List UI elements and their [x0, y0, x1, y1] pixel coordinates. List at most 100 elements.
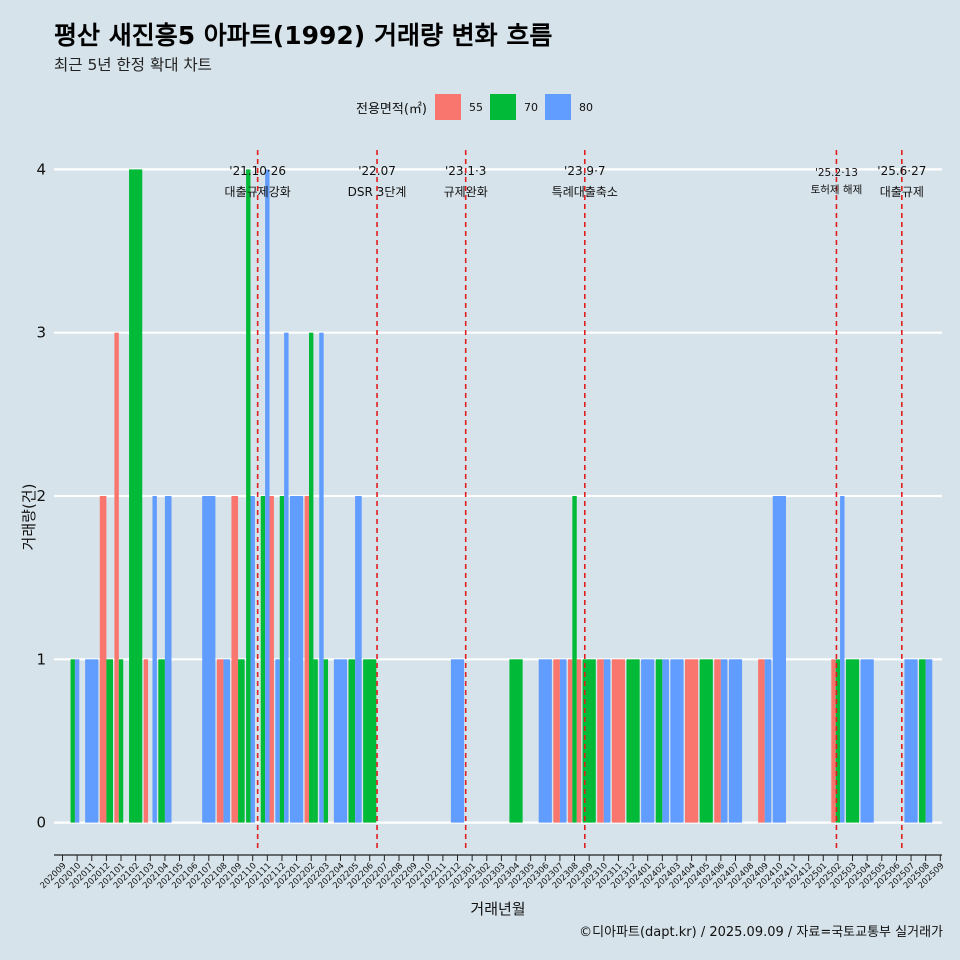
bar-202410-80	[772, 496, 786, 823]
bar-202010-70	[70, 659, 75, 823]
bar-202309-70	[582, 659, 596, 823]
bar-202312-70	[626, 659, 640, 823]
event-label-1: DSR 3단계	[348, 185, 407, 199]
bar-202112-80	[275, 659, 280, 823]
event-date-3: '23.9·7	[564, 164, 605, 178]
bar-202504-80	[860, 659, 874, 823]
bar-202111-70	[260, 496, 266, 823]
legend-swatch-70	[489, 94, 516, 120]
bar-202204-80	[333, 659, 348, 823]
legend: 전용면적(㎡) 55 70 80	[356, 92, 600, 122]
bar-202308-70	[572, 496, 577, 823]
event-date-4: '25.2·13	[815, 167, 858, 179]
bar-202502-70	[835, 659, 841, 823]
bar-202202-70	[309, 332, 314, 823]
bar-202111-80	[265, 169, 270, 823]
bar-202402-70	[655, 659, 663, 823]
event-date-5: '25.6·27	[877, 164, 926, 178]
bar-202108-55	[216, 659, 224, 823]
bar-202104-80	[164, 496, 172, 823]
bar-202110-70	[246, 169, 251, 823]
bar-202109-55	[231, 496, 239, 823]
bar-202206-70	[363, 659, 377, 823]
bar-202109-70	[238, 659, 245, 823]
bar-202508-80	[925, 659, 933, 823]
bar-202111-55	[269, 496, 274, 823]
bar-202103-80	[152, 496, 157, 823]
legend-item-70: 70	[489, 94, 538, 120]
bar-202205-70	[348, 659, 356, 823]
legend-item-55: 55	[434, 94, 483, 120]
bar-202107-80	[202, 496, 216, 823]
chart-title: 평산 새진흥5 아파트(1992) 거래량 변화 흐름	[54, 21, 553, 50]
legend-label-80: 80	[578, 100, 593, 114]
bar-202308-55	[567, 659, 573, 823]
bar-202010-80	[74, 659, 80, 823]
bar-202310-55	[597, 659, 604, 823]
legend-swatch-80	[544, 94, 571, 120]
legend-label-70: 70	[523, 100, 538, 114]
bar-202401-80	[641, 659, 655, 823]
bar-202403-80	[670, 659, 684, 823]
bar-202405-70	[699, 659, 713, 823]
x-axis-label: 거래년월	[470, 900, 525, 918]
y-tick-label-4: 4	[36, 160, 46, 178]
bar-202311-55	[611, 659, 626, 823]
y-tick-label-3: 3	[36, 324, 46, 342]
event-label-4: 토허제 해제	[811, 183, 863, 196]
axes: 0123420200920201020201120201220210120210…	[36, 160, 946, 891]
bar-202011-80	[85, 659, 99, 823]
event-label-5: 대출규제	[880, 185, 924, 199]
bar-202502-55	[831, 659, 836, 823]
bar-202104-70	[158, 659, 165, 823]
bar-202101-55	[114, 332, 119, 823]
bar-202508-70	[919, 659, 926, 823]
bar-202406-80	[720, 659, 728, 823]
bar-202110-80	[250, 496, 255, 823]
bar-202304-70	[509, 659, 523, 823]
bar-202306-80	[538, 659, 552, 823]
bars	[70, 169, 933, 823]
bar-202112-80	[284, 332, 289, 823]
bar-202108-80	[223, 659, 231, 823]
bar-202404-55	[684, 659, 699, 823]
chart-subtitle: 최근 5년 한정 확대 차트	[54, 56, 212, 74]
bar-202407-80	[728, 659, 743, 823]
bar-202101-70	[118, 659, 124, 823]
bar-202012-70	[106, 659, 113, 823]
legend-item-80: 80	[544, 94, 593, 120]
bar-202201-80	[289, 496, 304, 823]
bar-202310-80	[603, 659, 611, 823]
source-caption: ©디아파트(dapt.kr) / 2025.09.09 / 자료=국토교통부 실…	[579, 925, 943, 940]
bar-202012-55	[99, 496, 107, 823]
bar-202203-70	[323, 659, 329, 823]
event-label-3: 특례대출축소	[552, 185, 618, 199]
bar-202202-70	[313, 659, 318, 823]
bar-202402-80	[662, 659, 669, 823]
event-label-2: 규제완화	[444, 185, 488, 199]
bar-202507-80	[904, 659, 918, 823]
event-lines: '21.10·26 대출규제강화 '22.07 DSR 3단계 '23.1·3 규제완화 '…	[225, 150, 926, 852]
bar-202112-70	[279, 496, 285, 823]
bar-202307-55	[553, 659, 560, 823]
event-date-1: '22.07	[358, 164, 396, 178]
bar-202212-80	[450, 659, 465, 823]
legend-title: 전용면적(㎡)	[356, 101, 427, 117]
bar-202102-70	[129, 169, 143, 823]
y-tick-label-2: 2	[36, 487, 46, 505]
legend-swatch-55	[434, 94, 461, 120]
y-axis-label: 거래량(건)	[20, 484, 38, 551]
event-date-2: '23.1·3	[445, 164, 486, 178]
bar-202503-70	[845, 659, 860, 823]
event-label-0: 대출규제강화	[225, 185, 291, 199]
bar-202502-80	[840, 496, 845, 823]
bar-202409-80	[764, 659, 772, 823]
bar-202409-55	[758, 659, 765, 823]
bar-202103-55	[143, 659, 149, 823]
y-tick-label-1: 1	[36, 650, 46, 668]
bar-202307-80	[559, 659, 567, 823]
grid-lines	[54, 168, 942, 824]
bar-202205-80	[355, 496, 362, 823]
bar-202202-55	[304, 496, 310, 823]
